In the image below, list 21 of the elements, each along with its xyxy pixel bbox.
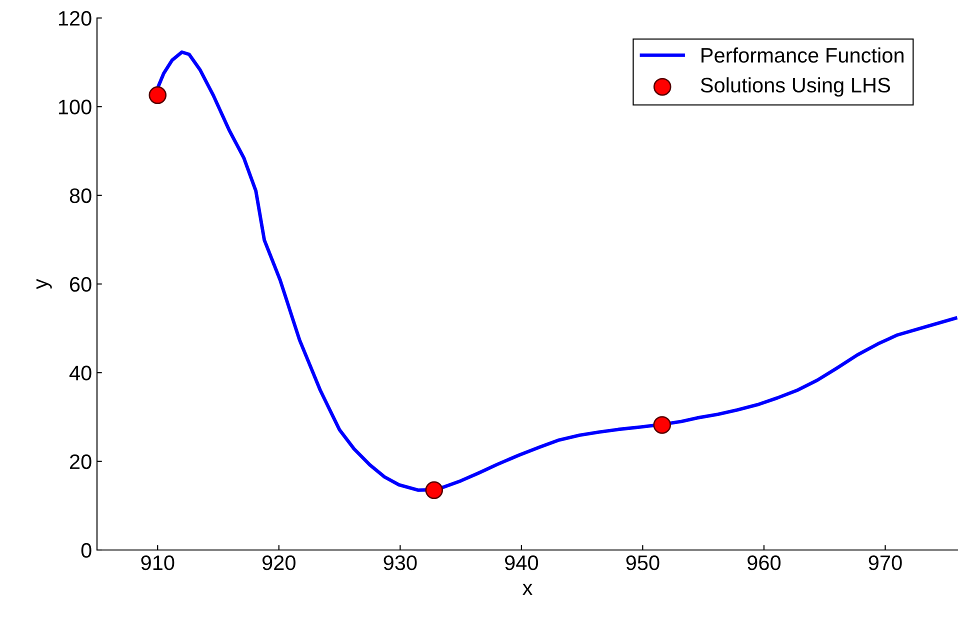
point [653, 416, 672, 434]
y-tick-label: 100 [58, 100, 92, 114]
legend-label: Performance Function [702, 47, 904, 63]
y-tick-label: 20 [70, 454, 92, 470]
y-tick-label: 40 [69, 366, 92, 380]
y-tick-label: 60 [70, 277, 92, 292]
y-tick-label: 0 [81, 543, 92, 558]
x-axis-title: x [522, 584, 532, 595]
y-axis-title: y [36, 278, 52, 290]
x-tick-label: 910 [141, 555, 174, 570]
y-tick-label: 120 [58, 11, 92, 26]
x-tick-label: 940 [505, 555, 538, 570]
x-tick-label: 970 [868, 555, 902, 570]
y-tick-label: 80 [70, 188, 92, 204]
x-tick-label: 950 [626, 555, 660, 570]
legend-label: Solutions Using LHS [700, 77, 890, 97]
x-tick-label: 930 [384, 555, 417, 570]
x-tick-label: 960 [748, 555, 781, 570]
x-tick-label: 920 [262, 555, 296, 570]
point [148, 86, 167, 104]
point [425, 481, 444, 500]
